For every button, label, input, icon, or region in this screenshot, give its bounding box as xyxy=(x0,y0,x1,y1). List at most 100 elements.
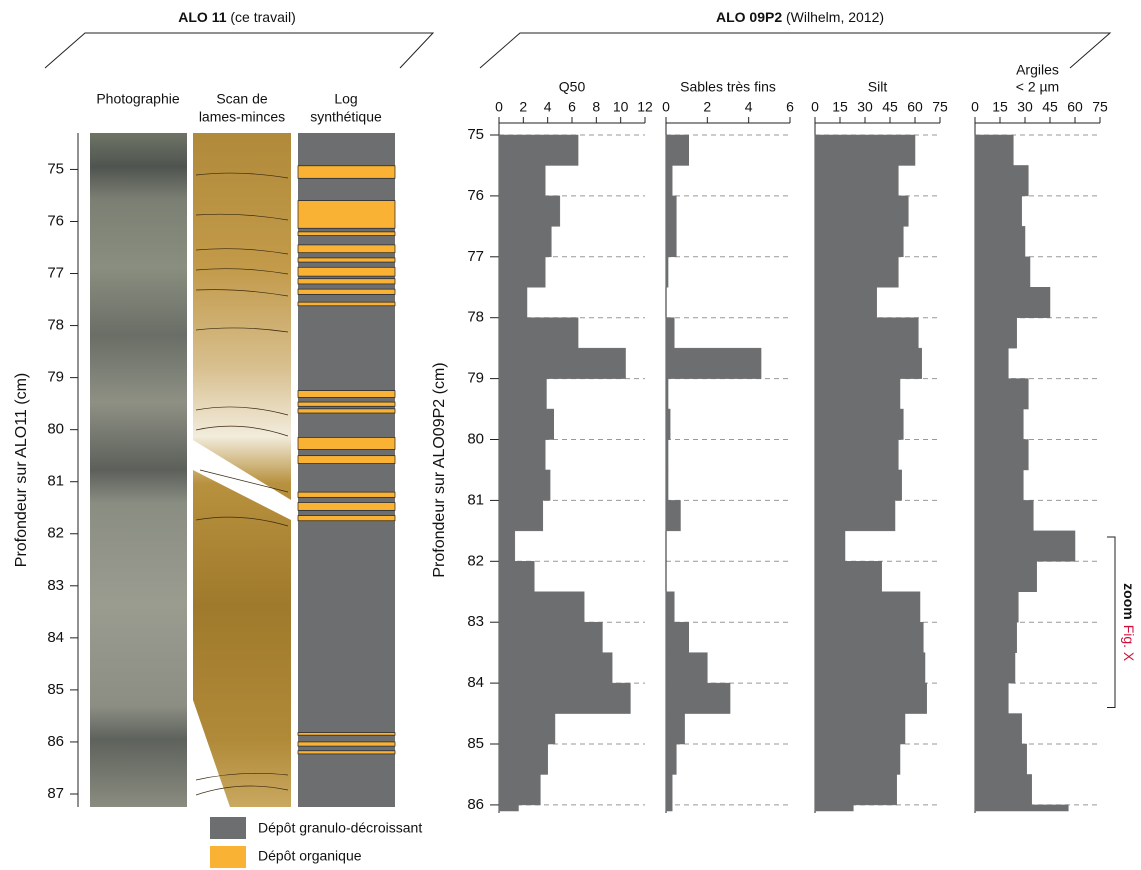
panel-title: ALO 11 (ce travail) xyxy=(178,9,296,25)
profile-step xyxy=(498,804,519,812)
y-tick-label: 78 xyxy=(467,309,484,326)
organic-layer xyxy=(297,200,396,229)
profile-step xyxy=(974,743,1027,775)
x-tick-label: 30 xyxy=(1017,99,1033,115)
x-tick-label: 6 xyxy=(568,99,576,115)
y-axis-label: Profondeur sur ALO09P2 (cm) xyxy=(431,362,448,577)
organic-layer xyxy=(297,288,396,295)
profile-step xyxy=(498,774,541,806)
x-tick-label: 0 xyxy=(495,99,503,115)
profile-step xyxy=(498,713,556,745)
profile-step xyxy=(814,804,854,812)
scan-gap xyxy=(193,440,291,520)
organic-layer xyxy=(297,266,396,277)
x-tick-label: 75 xyxy=(1092,99,1108,115)
organic-layer xyxy=(297,165,396,179)
profile-step xyxy=(814,347,922,379)
column-title: Photographie xyxy=(96,91,180,107)
profile-step xyxy=(974,347,1009,379)
y-tick-label: 79 xyxy=(47,369,64,386)
y-axis-label: Profondeur sur ALO11 (cm) xyxy=(13,373,30,567)
profile-step xyxy=(814,561,882,593)
profile-step xyxy=(974,652,1016,684)
organic-layer xyxy=(297,750,396,755)
profile-step xyxy=(814,408,904,440)
x-tick-label: 12 xyxy=(637,99,653,115)
profile-step xyxy=(814,621,924,653)
y-tick-label: 83 xyxy=(47,577,64,594)
profile-step xyxy=(665,195,677,227)
profile-step xyxy=(498,347,626,379)
profile-step xyxy=(498,561,535,593)
profile-step xyxy=(665,165,673,197)
profile-step xyxy=(974,530,1076,562)
profile-step xyxy=(974,561,1037,593)
profile-step xyxy=(814,713,906,745)
x-tick-label: 45 xyxy=(1042,99,1058,115)
profile-step xyxy=(665,469,669,501)
profile-step xyxy=(814,165,899,197)
x-tick-label: 15 xyxy=(992,99,1008,115)
profile-step xyxy=(974,439,1029,471)
profile-step xyxy=(498,621,603,653)
column-title: synthétique xyxy=(310,109,382,125)
legend-swatch xyxy=(210,846,246,868)
panel-title: < 2 µm xyxy=(1016,79,1059,95)
panel-title: Argiles xyxy=(1016,62,1059,78)
profile-step xyxy=(665,500,681,532)
profile-step xyxy=(814,134,916,166)
column-title: lames-minces xyxy=(199,109,285,125)
panel-title: Silt xyxy=(868,79,888,95)
profile-step xyxy=(665,378,669,410)
y-tick-label: 81 xyxy=(47,473,64,490)
y-tick-label: 85 xyxy=(47,681,64,698)
profile-step xyxy=(665,347,762,379)
core-photo xyxy=(90,133,187,807)
zoom-bracket xyxy=(1107,536,1116,708)
profile-step xyxy=(814,378,901,410)
profile-step xyxy=(814,439,899,471)
profile-step xyxy=(498,317,579,349)
y-tick-label: 86 xyxy=(467,796,484,813)
profile-step xyxy=(974,317,1017,349)
header-bracket xyxy=(44,32,435,69)
subtitle: (Wilhelm, 2012) xyxy=(786,9,884,25)
profile-step xyxy=(814,317,919,349)
x-tick-label: 2 xyxy=(703,99,711,115)
y-tick-label: 80 xyxy=(467,430,484,447)
y-tick-label: 81 xyxy=(467,491,484,508)
organic-layer xyxy=(297,278,396,285)
y-tick-label: 84 xyxy=(47,629,64,646)
panel-title: Q50 xyxy=(559,79,586,95)
profile-step xyxy=(665,621,689,653)
y-tick-label: 78 xyxy=(47,317,64,334)
profile-step xyxy=(665,226,677,258)
profile-step xyxy=(974,500,1034,532)
x-tick-label: 4 xyxy=(544,99,552,115)
profile-step xyxy=(498,226,552,258)
x-tick-label: 0 xyxy=(811,99,819,115)
y-tick-label: 77 xyxy=(47,264,64,281)
y-tick-label: 75 xyxy=(467,126,484,143)
x-tick-label: 30 xyxy=(857,99,873,115)
profile-step xyxy=(814,226,904,258)
x-tick-label: 2 xyxy=(519,99,527,115)
profile-step xyxy=(665,804,673,812)
x-tick-label: 10 xyxy=(613,99,629,115)
legend-swatch xyxy=(210,817,246,839)
figure-ref: Fig. X xyxy=(1121,625,1137,662)
profile-step xyxy=(498,134,579,166)
organic-layer xyxy=(297,257,396,263)
profile-step xyxy=(498,195,561,227)
profile-step xyxy=(498,652,613,684)
profile-step xyxy=(974,408,1024,440)
subtitle: (ce travail) xyxy=(230,9,295,25)
profile-step xyxy=(974,621,1017,653)
scan-laminae xyxy=(195,172,289,796)
y-tick-label: 84 xyxy=(467,674,484,691)
profile-step xyxy=(814,195,909,227)
organic-layer xyxy=(297,390,396,398)
profile-step xyxy=(814,530,846,562)
y-tick-label: 82 xyxy=(467,552,484,569)
